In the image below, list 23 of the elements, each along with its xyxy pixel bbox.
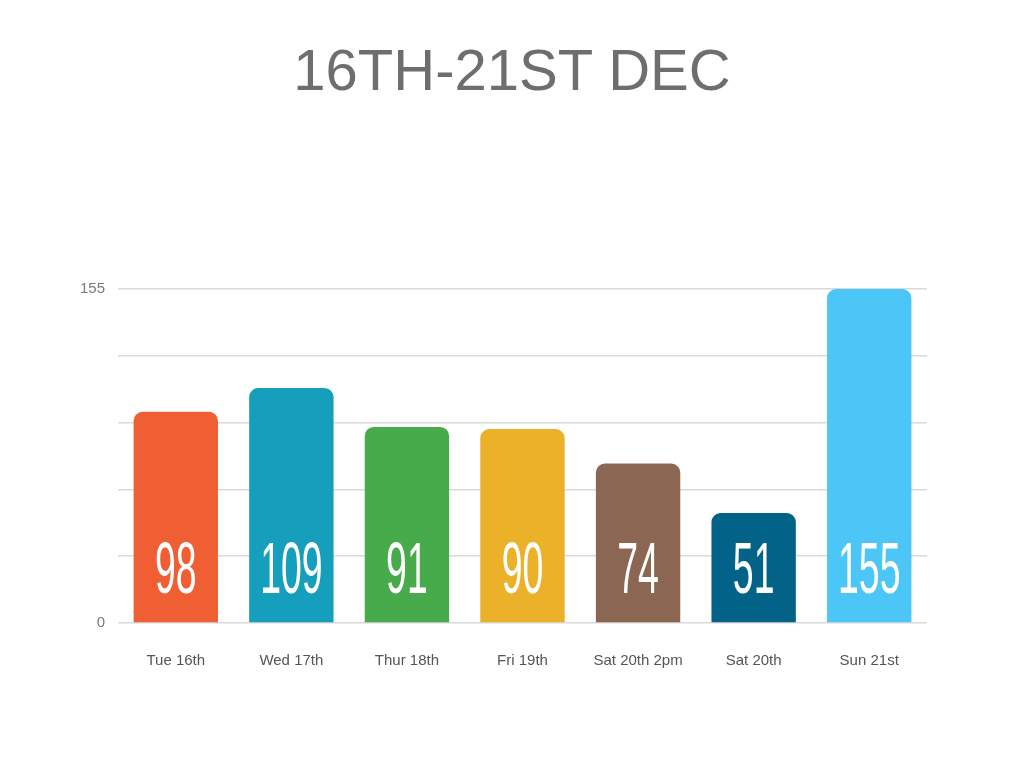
bar (480, 429, 565, 623)
data-label: 98 (154, 528, 197, 609)
x-tick-label: Sat 20th (725, 651, 782, 669)
bar (249, 388, 334, 623)
data-label: 90 (501, 528, 544, 609)
bar (364, 426, 450, 623)
data-label: 51 (732, 528, 775, 609)
x-tick-label: Fri 19th (497, 651, 548, 669)
x-tick-label: Wed 17th (259, 651, 324, 669)
y-tick-label: 0 (96, 613, 105, 631)
data-label: 155 (837, 528, 901, 609)
bar (827, 289, 912, 623)
bar (711, 513, 796, 623)
data-label: 91 (386, 528, 428, 609)
data-label: 74 (617, 528, 659, 609)
x-tick-label: Sun 21st (839, 651, 900, 669)
x-tick-label: Tue 16th (146, 651, 206, 669)
bar (595, 463, 681, 623)
x-tick-label: Sat 20th 2pm (593, 651, 683, 669)
bar (133, 411, 218, 623)
data-label: 109 (260, 528, 323, 609)
x-tick-label: Thur 18th (374, 651, 440, 669)
chart-title: 16TH-21ST DEC (292, 36, 732, 104)
